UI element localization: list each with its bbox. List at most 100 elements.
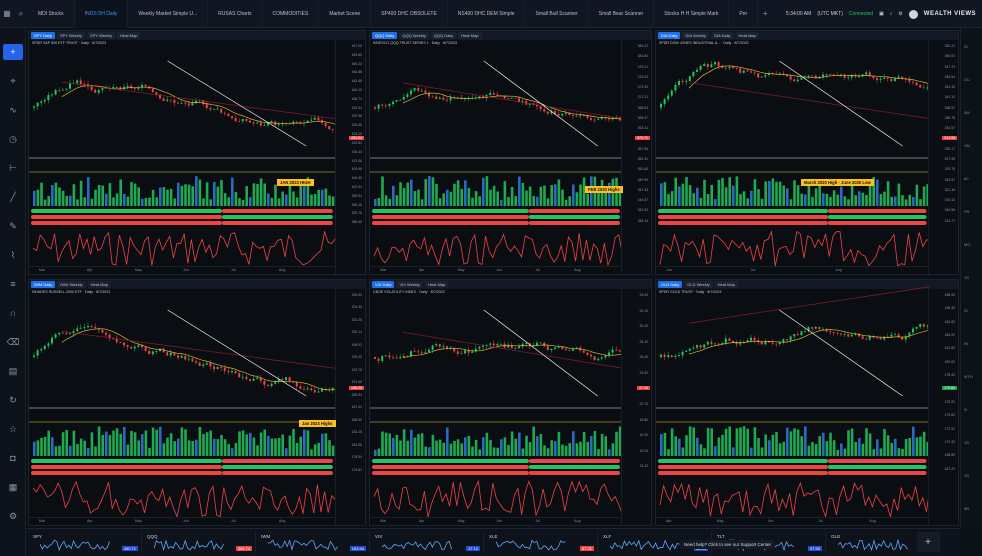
tab-9[interactable]: Small Bear Scanner	[589, 0, 655, 28]
star-icon[interactable]: ☆	[8, 423, 18, 434]
symbol-chip[interactable]: VIX Daily	[372, 281, 395, 288]
price-chart[interactable]	[370, 31, 623, 275]
layers-icon[interactable]: ≡	[10, 279, 16, 289]
symbol-chip[interactable]: IWM Weekly	[57, 281, 86, 288]
symbol-chip[interactable]: QQQ Weekly	[399, 32, 429, 39]
price-chart[interactable]	[370, 280, 623, 526]
tab-0[interactable]: MDI Stocks	[28, 0, 75, 28]
chart-annotation[interactable]: March 2020 High · June 2020 Low	[801, 179, 874, 186]
symbol-chip[interactable]: DIA Daily	[711, 32, 734, 39]
tab-1[interactable]: IND3:OH Daily	[74, 0, 129, 28]
add-ticker-button[interactable]: +	[917, 532, 939, 552]
price-axis[interactable]: 188.00 186.40 184.80 183.20 181.60 180.00 178.…	[928, 289, 958, 525]
price-axis[interactable]: 206.50 204.38 202.26 200.14 198.02 195.90 193.…	[335, 289, 365, 525]
price-chart[interactable]	[656, 280, 930, 526]
chart-panel-2[interactable]: DIA Daily DIA Weekly DIA Daily Heat Map SPDR…	[655, 30, 959, 275]
timeframe-label[interactable]: 9B	[964, 506, 969, 511]
chart-icon[interactable]: ∿	[9, 104, 17, 115]
price-chart[interactable]	[656, 31, 930, 275]
account-text[interactable]: (UTC MKT)	[817, 11, 843, 17]
bell-icon[interactable]: ♪	[889, 11, 893, 17]
symbol-chip[interactable]: Heat Map	[714, 281, 738, 288]
settings-icon[interactable]: ⚙	[8, 510, 18, 521]
timeframe-label[interactable]: ID	[964, 44, 968, 49]
trash-icon[interactable]: ⌫	[6, 336, 20, 347]
price-chart[interactable]	[29, 280, 337, 526]
timeframe-label[interactable]: 1S	[964, 275, 969, 280]
ticker-card[interactable]: IWM 193.94	[258, 532, 370, 554]
ticker-card[interactable]: VIX 17.10	[372, 532, 484, 554]
brush-icon[interactable]: ⌇	[10, 249, 16, 260]
price-axis[interactable]: 34.0032.1030.2028.3026.4024.5022.6020.70…	[621, 289, 651, 525]
chart-panel-1[interactable]: QQQ Daily QQQ Weekly QQQ Daily Heat Map INVE…	[369, 30, 652, 275]
symbol-chip[interactable]: QQQ Daily	[430, 32, 457, 39]
symbol-chip[interactable]: SPY Weekly	[87, 32, 116, 39]
symbol-chip[interactable]: SPY Weekly	[56, 32, 86, 39]
plus-icon[interactable]: +	[3, 44, 23, 60]
symbol-chip[interactable]: SPY Daily	[31, 32, 55, 39]
timeframe-label[interactable]: SM	[964, 143, 970, 148]
symbol-chip[interactable]: DIA Daily	[658, 32, 681, 39]
timeframe-label[interactable]: 60	[964, 176, 969, 181]
support-link[interactable]: Need help? Click to see our Support Cent…	[680, 540, 776, 549]
timeframe-label[interactable]: 5M	[964, 110, 970, 115]
chart-panel-3[interactable]: IWM Daily IWM Weekly Heat Map ISHARES RUSSE…	[28, 279, 366, 526]
timeframe-label[interactable]: 1S	[964, 440, 969, 445]
gear-icon[interactable]: ⚙	[898, 11, 903, 17]
price-axis[interactable]: 457.00 453.60 450.24 446.86 443.48 440.10 436.…	[335, 40, 365, 274]
grid-icon[interactable]: ▦	[3, 9, 11, 18]
crosshair-icon[interactable]: ⌖	[10, 75, 16, 86]
timeframe-label[interactable]: 1S	[964, 473, 969, 478]
ticker-card[interactable]: QQQ 368.74	[144, 532, 256, 554]
tab-6[interactable]: SP400 DHC OBSOLETE	[371, 0, 448, 28]
symbol-chip[interactable]: Heat Map	[117, 32, 141, 39]
timeframe-label[interactable]: MO	[964, 242, 971, 247]
symbol-chip[interactable]: VIX Weekly	[396, 281, 424, 288]
symbol-chip[interactable]: Heat Map	[425, 281, 449, 288]
timeframe-label[interactable]: FR	[964, 209, 970, 214]
avatar[interactable]	[908, 9, 918, 19]
chart-panel-4[interactable]: VIX Daily VIX Weekly Heat Map CBOE VOLATILI…	[369, 279, 652, 526]
symbol-chip[interactable]: GLD Weekly	[684, 281, 713, 288]
timeframe-label[interactable]: N	[964, 407, 967, 412]
symbol-chip[interactable]: Heat Map	[458, 32, 482, 39]
ticker-card[interactable]: XLE 87.31	[486, 532, 598, 554]
calendar-icon[interactable]: ▤	[8, 365, 18, 376]
clock-icon[interactable]: ◷	[9, 133, 17, 144]
symbol-chip[interactable]: DIA Weekly	[682, 32, 710, 39]
tab-4[interactable]: COMMODITIES	[263, 0, 320, 28]
chart-panel-5[interactable]: GLD Daily GLD Weekly Heat Map SPDR GOLD TRU…	[655, 279, 959, 526]
timeframe-label[interactable]: GU	[964, 77, 970, 82]
chart-annotation[interactable]: JAN 2023 HIGH	[277, 179, 314, 186]
timeframe-label[interactable]: MTH	[964, 374, 973, 379]
tab-8[interactable]: Small Bull Scanner	[525, 0, 589, 28]
symbol-chip[interactable]: Heat Map	[735, 32, 759, 39]
save-icon[interactable]: ▣	[879, 11, 884, 17]
timeframe-label[interactable]: IN	[964, 341, 968, 346]
line-icon[interactable]: ╱	[10, 191, 16, 202]
price-axis[interactable]: 384.02 381.84 379.21 376.53 373.90 371.21 368.…	[621, 40, 651, 274]
tab-11[interactable]: Per	[729, 0, 759, 28]
chart-annotation[interactable]: FEB 2020 Highs	[585, 186, 623, 193]
grid-icon[interactable]: ▦	[8, 481, 18, 492]
tab-5[interactable]: Market Scene	[319, 0, 372, 28]
tab-3[interactable]: RUSAS Charts	[208, 0, 263, 28]
timeframe-label[interactable]: ID	[964, 308, 968, 313]
symbol-chip[interactable]: IWM Daily	[31, 281, 56, 288]
chart-annotation[interactable]: Jan 2023 Highs	[299, 420, 336, 427]
price-axis[interactable]: 352.22 350.00 347.73 345.54 343.36 341.12 338.…	[928, 40, 958, 274]
symbol-chip[interactable]: Heat Map	[87, 281, 111, 288]
tab-7[interactable]: NS400 DHC DEM Simple	[448, 0, 526, 28]
price-chart[interactable]	[29, 31, 337, 275]
symbol-chip[interactable]: GLD Daily	[658, 281, 683, 288]
tab-10[interactable]: Stocks H H Simple Mark	[654, 0, 730, 28]
camera-icon[interactable]: ◘	[10, 453, 16, 463]
search-icon[interactable]: ⌕	[18, 8, 24, 18]
pen-icon[interactable]: ✎	[9, 220, 17, 231]
sync-icon[interactable]: ↻	[9, 394, 17, 405]
tab-2[interactable]: Weekly Market Simple U...	[128, 0, 209, 28]
add-tab-icon[interactable]: +	[762, 9, 768, 18]
magnet-icon[interactable]: ∩	[9, 308, 17, 318]
ruler-icon[interactable]: ⊢	[9, 162, 17, 173]
chart-panel-0[interactable]: SPY Daily SPY Weekly SPY Weekly Heat Map SPD…	[28, 30, 366, 275]
